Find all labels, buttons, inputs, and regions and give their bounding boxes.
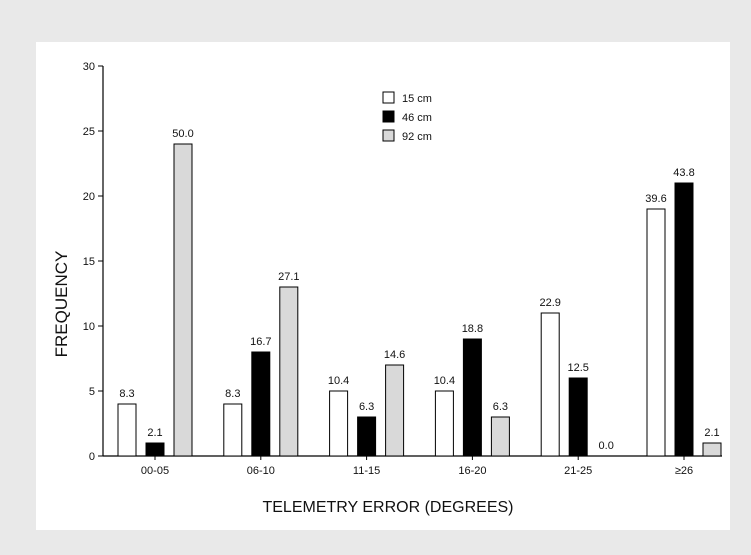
bar: [674, 182, 694, 457]
data-label: 10.4: [434, 375, 455, 387]
data-label: 39.6: [645, 193, 666, 205]
bar-chart: 0 5 10 15 20 25 30 00-05 06-10 11-15 16-20 21-25 ≥26…: [52, 61, 722, 516]
x-tick-label: 16-20: [458, 465, 486, 477]
data-label: 14.6: [384, 349, 405, 361]
data-label: 27.1: [278, 271, 299, 283]
y-tick-label: 25: [83, 126, 95, 138]
x-tick-label: 06-10: [247, 465, 275, 477]
bar: [490, 416, 510, 457]
bar: [540, 312, 560, 457]
data-label: 2.1: [704, 427, 719, 439]
data-labels: 8.3 2.1 50.0 8.3 16.7 27.1 10.4 6.3 14.6 10.4 18.8…: [119, 128, 719, 452]
y-tick-label: 5: [89, 386, 95, 398]
y-axis-title: FREQUENCY: [52, 251, 71, 358]
x-axis-title: TELEMETRY ERROR (DEGREES): [262, 499, 513, 516]
bar: [434, 390, 454, 457]
data-label: 16.7: [250, 336, 271, 348]
data-label: 0.0: [599, 440, 614, 452]
data-label: 22.9: [539, 297, 560, 309]
data-label: 8.3: [119, 388, 134, 400]
bars: [117, 143, 722, 457]
bar: [173, 143, 193, 457]
y-tick-label: 20: [83, 191, 95, 203]
data-label: 6.3: [493, 401, 508, 413]
legend-label: 92 cm: [402, 131, 432, 143]
y-tick-label: 15: [83, 256, 95, 268]
data-label: 12.5: [567, 362, 588, 374]
x-tick-label: 11-15: [353, 465, 380, 477]
bar: [568, 377, 588, 457]
bar: [646, 208, 666, 457]
data-label: 10.4: [328, 375, 349, 387]
legend: 15 cm 46 cm 92 cm: [382, 91, 432, 143]
bar: [357, 416, 377, 457]
bar: [462, 338, 482, 457]
data-label: 50.0: [172, 128, 193, 140]
legend-swatch: [382, 91, 395, 104]
data-label: 6.3: [359, 401, 374, 413]
bar: [223, 403, 243, 457]
x-tick-label: ≥26: [675, 465, 693, 477]
y-tick-label: 30: [83, 61, 95, 73]
chart-panel: 0 5 10 15 20 25 30 00-05 06-10 11-15 16-20 21-25 ≥26…: [36, 42, 730, 530]
data-label: 43.8: [673, 167, 694, 179]
bar: [145, 442, 165, 457]
x-tick-label: 21-25: [564, 465, 592, 477]
data-label: 2.1: [147, 427, 162, 439]
y-tick-label: 0: [89, 451, 95, 463]
x-tick-label: 00-05: [141, 465, 169, 477]
legend-label: 15 cm: [402, 93, 432, 105]
bar: [385, 364, 405, 457]
axes: 0 5 10 15 20 25 30 00-05 06-10 11-15 16-20 21-25 ≥26: [83, 61, 722, 477]
y-tick-label: 10: [83, 321, 95, 333]
bar: [251, 351, 271, 457]
bar: [702, 442, 722, 457]
data-label: 8.3: [225, 388, 240, 400]
bar: [279, 286, 299, 457]
bar: [117, 403, 137, 457]
legend-label: 46 cm: [402, 112, 432, 124]
legend-swatch: [382, 129, 395, 142]
legend-swatch: [382, 110, 395, 123]
bar: [329, 390, 349, 457]
data-label: 18.8: [462, 323, 483, 335]
